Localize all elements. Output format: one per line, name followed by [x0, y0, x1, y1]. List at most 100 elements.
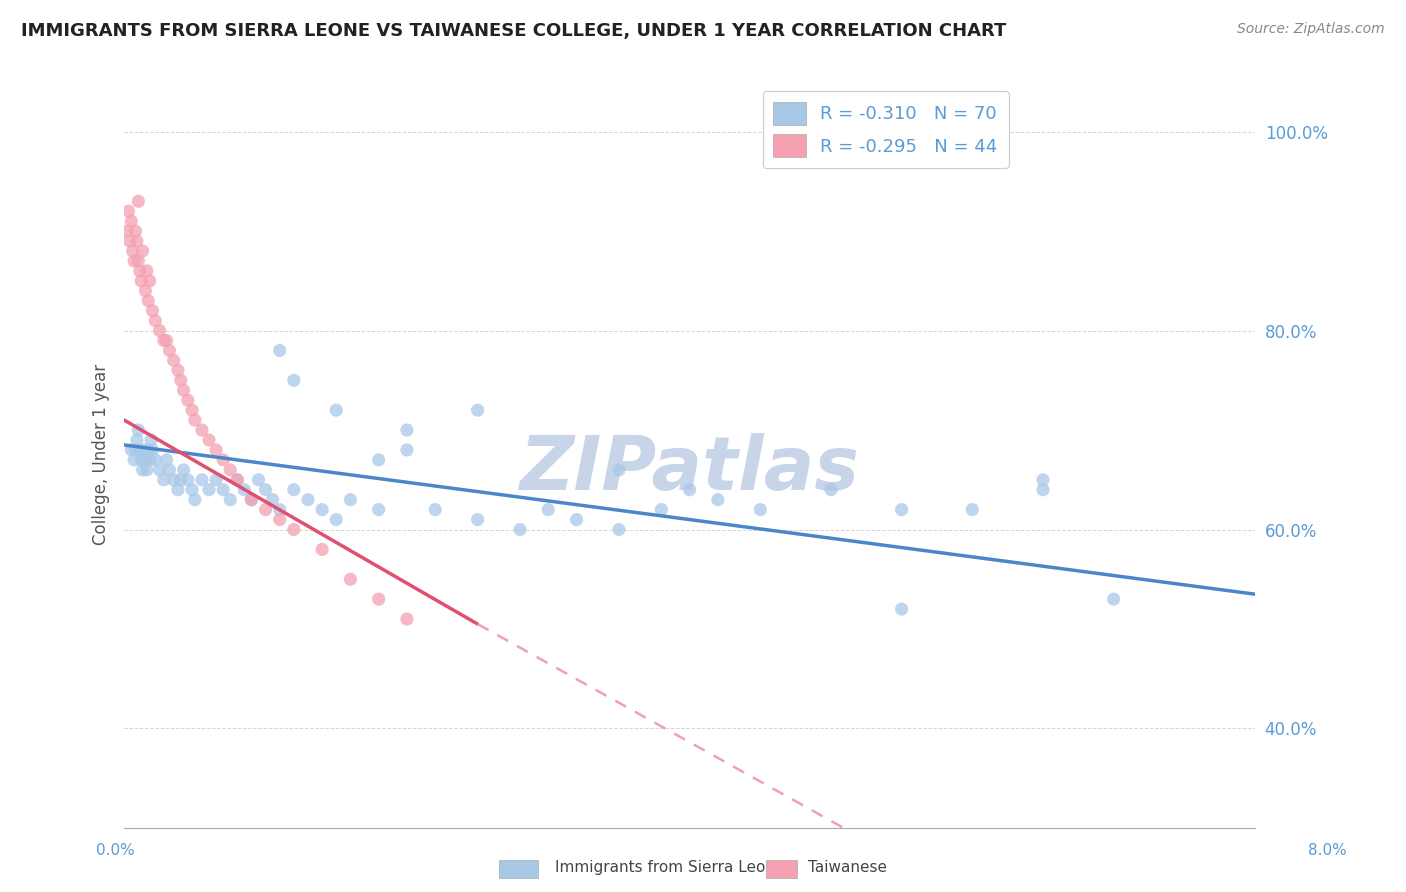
- Point: [325, 512, 347, 526]
- Point: [184, 413, 207, 427]
- Point: [124, 442, 146, 457]
- Text: Source: ZipAtlas.com: Source: ZipAtlas.com: [1237, 22, 1385, 37]
- Point: [135, 264, 157, 278]
- Point: [170, 473, 193, 487]
- Point: [132, 442, 155, 457]
- Point: [170, 373, 193, 387]
- Point: [173, 463, 195, 477]
- Point: [181, 403, 204, 417]
- Y-axis label: College, Under 1 year: College, Under 1 year: [93, 364, 110, 546]
- Point: [141, 442, 163, 457]
- Point: [962, 502, 984, 516]
- Point: [124, 224, 146, 238]
- Point: [339, 572, 361, 586]
- Point: [173, 384, 195, 398]
- Point: [240, 492, 263, 507]
- Point: [254, 502, 277, 516]
- Point: [607, 463, 630, 477]
- Point: [163, 353, 186, 368]
- Point: [148, 324, 170, 338]
- Point: [212, 483, 235, 497]
- Point: [134, 284, 156, 298]
- Point: [254, 483, 277, 497]
- Point: [125, 433, 148, 447]
- Point: [283, 523, 305, 537]
- Point: [159, 463, 181, 477]
- Point: [467, 512, 489, 526]
- Point: [707, 492, 730, 507]
- Point: [181, 483, 204, 497]
- Text: ZIPatlas: ZIPatlas: [520, 434, 859, 507]
- Point: [607, 523, 630, 537]
- Point: [131, 244, 153, 258]
- Point: [139, 433, 162, 447]
- Point: [120, 442, 142, 457]
- Point: [678, 483, 700, 497]
- Point: [749, 502, 772, 516]
- Point: [395, 442, 418, 457]
- Point: [240, 492, 263, 507]
- Point: [152, 334, 174, 348]
- Point: [136, 293, 159, 308]
- Point: [395, 423, 418, 437]
- Point: [127, 254, 149, 268]
- Point: [367, 592, 389, 607]
- Point: [425, 502, 447, 516]
- Point: [131, 463, 153, 477]
- Point: [262, 492, 284, 507]
- Point: [269, 502, 291, 516]
- Point: [1102, 592, 1125, 607]
- Point: [135, 463, 157, 477]
- Point: [129, 453, 152, 467]
- Point: [156, 334, 179, 348]
- Point: [128, 442, 150, 457]
- Point: [212, 453, 235, 467]
- Point: [269, 512, 291, 526]
- Point: [115, 224, 138, 238]
- Text: 8.0%: 8.0%: [1308, 843, 1347, 858]
- Point: [297, 492, 319, 507]
- Point: [565, 512, 588, 526]
- Point: [650, 502, 672, 516]
- Point: [367, 502, 389, 516]
- Point: [1032, 483, 1054, 497]
- Point: [890, 502, 912, 516]
- Point: [148, 463, 170, 477]
- Point: [537, 502, 560, 516]
- Point: [177, 393, 200, 408]
- Point: [127, 423, 149, 437]
- Point: [163, 473, 186, 487]
- Point: [129, 274, 152, 288]
- Point: [339, 492, 361, 507]
- Point: [283, 483, 305, 497]
- Point: [191, 473, 214, 487]
- Point: [198, 483, 221, 497]
- Point: [143, 453, 166, 467]
- Point: [311, 542, 333, 557]
- Point: [125, 234, 148, 248]
- Point: [122, 254, 145, 268]
- Text: Immigrants from Sierra Leone: Immigrants from Sierra Leone: [555, 860, 785, 874]
- Point: [283, 373, 305, 387]
- Text: 0.0%: 0.0%: [96, 843, 135, 858]
- Point: [121, 244, 143, 258]
- Point: [325, 403, 347, 417]
- Point: [167, 363, 190, 377]
- Point: [820, 483, 842, 497]
- Point: [191, 423, 214, 437]
- Point: [311, 502, 333, 516]
- Point: [890, 602, 912, 616]
- Point: [198, 433, 221, 447]
- Point: [226, 473, 249, 487]
- Point: [117, 204, 139, 219]
- Point: [367, 453, 389, 467]
- Point: [205, 442, 228, 457]
- Point: [219, 463, 242, 477]
- Point: [247, 473, 270, 487]
- Point: [138, 453, 160, 467]
- Point: [159, 343, 181, 358]
- Point: [122, 453, 145, 467]
- Point: [128, 264, 150, 278]
- Text: IMMIGRANTS FROM SIERRA LEONE VS TAIWANESE COLLEGE, UNDER 1 YEAR CORRELATION CHAR: IMMIGRANTS FROM SIERRA LEONE VS TAIWANES…: [21, 22, 1007, 40]
- Legend: R = -0.310   N = 70, R = -0.295   N = 44: R = -0.310 N = 70, R = -0.295 N = 44: [762, 91, 1008, 168]
